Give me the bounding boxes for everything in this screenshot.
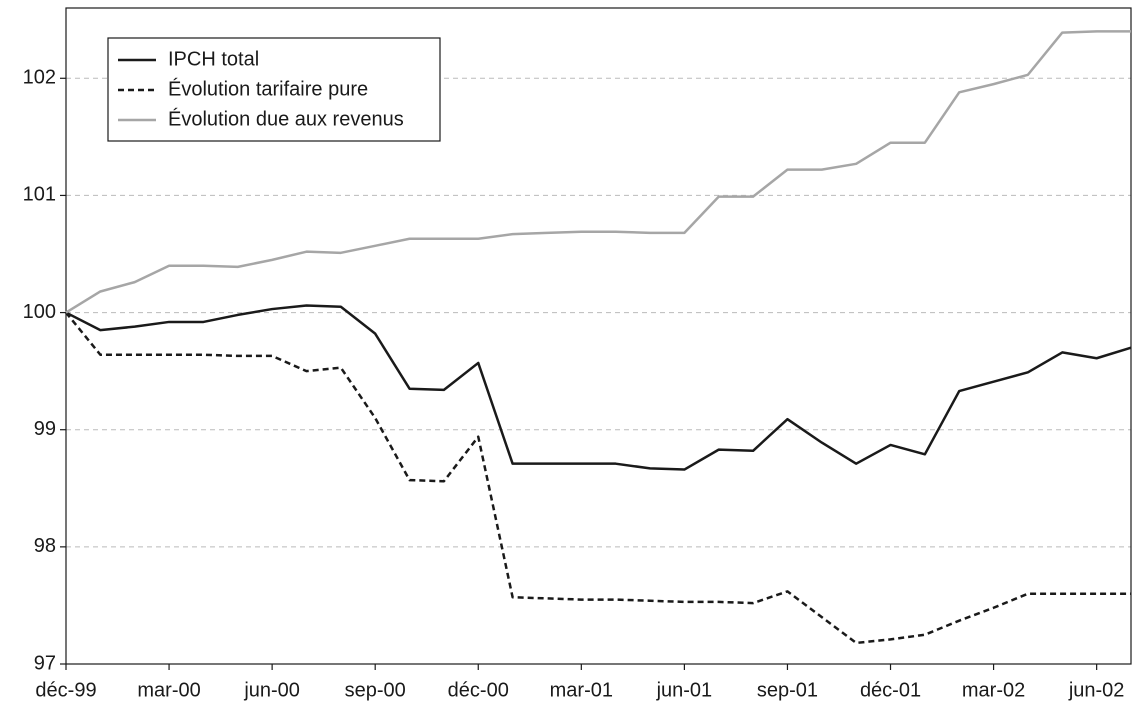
- x-tick-label: sep-00: [345, 679, 406, 701]
- x-tick-label: jun-02: [1068, 679, 1125, 701]
- x-tick-label: déc-00: [448, 679, 509, 701]
- x-tick-label: mar-01: [550, 679, 613, 701]
- y-tick-label: 99: [34, 418, 56, 440]
- x-tick-label: jun-00: [243, 679, 300, 701]
- x-tick-label: mar-02: [962, 679, 1025, 701]
- y-tick-label: 101: [23, 184, 56, 206]
- series-line: [65, 304, 1132, 471]
- y-tick-label: 97: [34, 652, 56, 674]
- x-tick-label: jun-01: [656, 679, 713, 701]
- legend-label: IPCH total: [168, 48, 259, 70]
- y-tick-label: 98: [34, 535, 56, 557]
- legend-label: Évolution due aux revenus: [168, 107, 404, 130]
- legend-label: Évolution tarifaire pure: [168, 77, 368, 100]
- x-tick-label: déc-01: [860, 679, 921, 701]
- plot-frame: [65, 7, 1132, 665]
- series-line: [65, 30, 1131, 314]
- x-tick-label: sep-01: [757, 679, 818, 701]
- y-tick-label: 100: [23, 301, 56, 323]
- series-line: [65, 311, 1131, 645]
- y-tick-label: 102: [23, 67, 56, 89]
- x-tick-label: déc-99: [35, 679, 96, 701]
- x-tick-label: mar-00: [137, 679, 200, 701]
- legend-box: [107, 37, 441, 142]
